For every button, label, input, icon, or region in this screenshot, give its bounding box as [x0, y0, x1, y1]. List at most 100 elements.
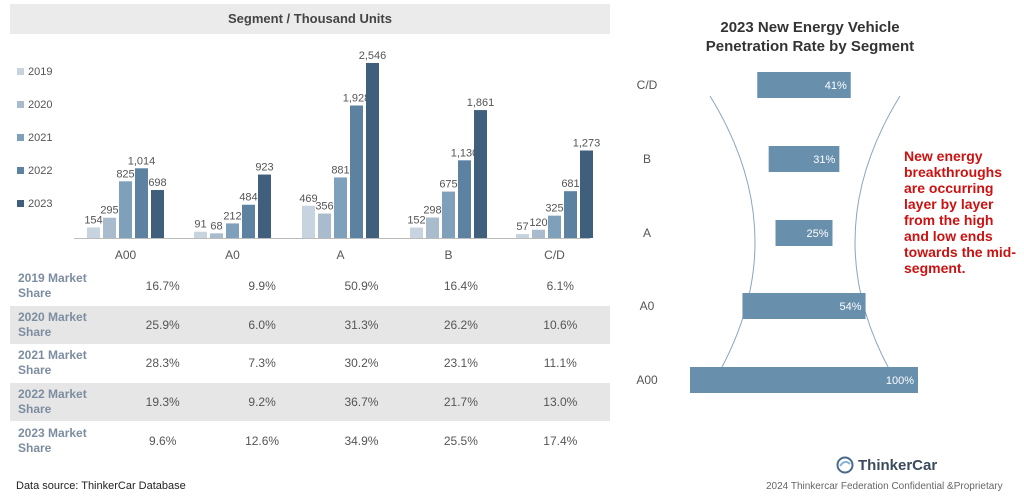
legend-swatch-2019 — [17, 68, 24, 75]
share-cell: 25.9% — [113, 305, 213, 345]
table-row: 2019 Market Share 16.7% 9.9% 50.9% 16.4% 6.1% — [10, 267, 610, 306]
legend-label-2023: 2023 — [28, 198, 52, 210]
penetration-bar-B — [768, 146, 840, 172]
share-cell: 25.5% — [443, 433, 478, 448]
table-row: 2020 Market Share 25.9% 6.0% 31.3% 26.2% 10.6… — [10, 305, 610, 345]
thinkercar-logo: ThinkerCar — [836, 456, 937, 474]
table-row: 2021 Market Share 28.3% 7.3% 30.2% 23.1% 11.1… — [10, 344, 610, 383]
bar-C/D-2023 — [580, 150, 593, 238]
bar-C/D-2022 — [564, 191, 577, 238]
legend-label-2020: 2020 — [28, 99, 52, 111]
bar-value-label: 68 — [210, 220, 222, 232]
share-cell: 23.1% — [443, 356, 478, 371]
share-cell: 21.7% — [411, 382, 511, 422]
bar-A0-2023 — [258, 174, 271, 238]
right-arc-decoration — [854, 95, 901, 389]
legend-label-2021: 2021 — [28, 132, 52, 144]
penetration-value-label: 54% — [840, 301, 862, 313]
bar-A0-2022 — [242, 204, 255, 238]
bar-value-label: 484 — [239, 192, 257, 204]
bar-value-label: 1,273 — [573, 138, 601, 150]
share-cell: 9.9% — [248, 279, 276, 294]
share-cell: 9.2% — [212, 382, 312, 422]
bar-C/D-2021 — [548, 215, 561, 238]
bar-value-label: 57 — [516, 221, 528, 233]
confidential-footer: 2024 Thinkercar Federation Confidential … — [766, 481, 1003, 492]
bar-value-label: 2,546 — [359, 50, 387, 62]
share-cell: 10.6% — [510, 305, 610, 345]
legend-label-2022: 2022 — [28, 165, 52, 177]
bar-A0-2021 — [226, 223, 239, 238]
bar-value-label: 698 — [148, 177, 166, 189]
bar-A00-2019 — [87, 227, 100, 238]
bar-value-label: 881 — [331, 164, 349, 176]
share-cell: 28.3% — [145, 356, 180, 371]
bar-A-2020 — [318, 213, 331, 238]
data-source-note: Data source: ThinkerCar Database — [16, 480, 186, 492]
share-cell: 6.0% — [212, 305, 312, 345]
category-tick-label: A00 — [115, 248, 137, 262]
bar-value-label: 1,861 — [467, 97, 495, 109]
bar-B-2023 — [474, 110, 487, 238]
penetration-value-label: 100% — [886, 375, 914, 387]
bar-value-label: 298 — [423, 205, 441, 217]
bar-A00-2023 — [151, 190, 164, 238]
share-cell: 11.1% — [543, 356, 577, 371]
bar-A-2021 — [334, 177, 347, 238]
penetration-value-label: 41% — [825, 80, 847, 92]
share-cell: 12.6% — [245, 433, 280, 448]
bar-A00-2020 — [103, 217, 116, 238]
share-cell: 50.9% — [344, 279, 379, 294]
row-label: 2021 Market Share — [18, 348, 87, 378]
bar-A0-2019 — [194, 231, 207, 238]
row-label: 2019 Market Share — [18, 271, 87, 301]
segment-label: B — [643, 152, 651, 166]
legend-swatch-2021 — [17, 134, 24, 141]
share-cell: 26.2% — [411, 305, 511, 345]
bar-C/D-2019 — [516, 234, 529, 238]
share-cell: 30.2% — [344, 356, 379, 371]
share-cell: 6.1% — [546, 279, 574, 294]
bar-A00-2022 — [135, 168, 148, 238]
bar-value-label: 469 — [299, 193, 317, 205]
penetration-value-label: 31% — [813, 154, 835, 166]
bar-value-label: 825 — [116, 168, 134, 180]
bar-B-2021 — [442, 191, 455, 238]
share-cell: 16.4% — [443, 279, 478, 294]
row-label: 2022 Market Share — [10, 382, 113, 422]
category-tick-label: B — [444, 248, 452, 262]
thinkercar-logo-icon — [836, 456, 854, 474]
bar-value-label: 295 — [100, 205, 118, 217]
left-chart-title-bar: Segment / Thousand Units — [10, 4, 610, 34]
segment-label: C/D — [637, 78, 658, 92]
penetration-bar-A00 — [690, 367, 918, 393]
share-cell: 9.6% — [149, 433, 177, 448]
segment-label: A00 — [636, 373, 658, 387]
share-cell: 13.0% — [510, 382, 610, 422]
bar-A-2022 — [350, 105, 363, 239]
share-cell: 17.4% — [543, 433, 578, 448]
penetration-bar-A0 — [742, 293, 866, 319]
category-tick-label: A0 — [225, 248, 240, 262]
bar-B-2020 — [426, 217, 439, 238]
bar-value-label: 681 — [561, 178, 579, 190]
penetration-chart-title: 2023 New Energy Vehicle Penetration Rate… — [705, 19, 915, 55]
share-cell: 7.3% — [248, 356, 276, 371]
table-row: 2023 Market Share 9.6% 12.6% 34.9% 25.5% 17.4… — [10, 421, 610, 460]
bar-value-label: 356 — [315, 201, 333, 213]
share-cell: 34.9% — [344, 433, 379, 448]
bar-value-label: 1,130 — [451, 147, 479, 159]
market-share-table: 2019 Market Share 16.7% 9.9% 50.9% 16.4% 6.1%… — [10, 267, 610, 460]
bar-value-label: 675 — [439, 179, 457, 191]
row-label: 2020 Market Share — [10, 305, 113, 345]
bar-A00-2021 — [119, 181, 132, 238]
bar-value-label: 212 — [223, 210, 241, 222]
segment-label: A — [643, 226, 651, 240]
category-tick-label: C/D — [544, 248, 565, 262]
bar-B-2019 — [410, 227, 423, 238]
share-cell: 31.3% — [311, 305, 412, 345]
trend-annotation: New energy breakthroughs are occurring l… — [904, 148, 1017, 276]
bar-A-2023 — [366, 63, 379, 238]
